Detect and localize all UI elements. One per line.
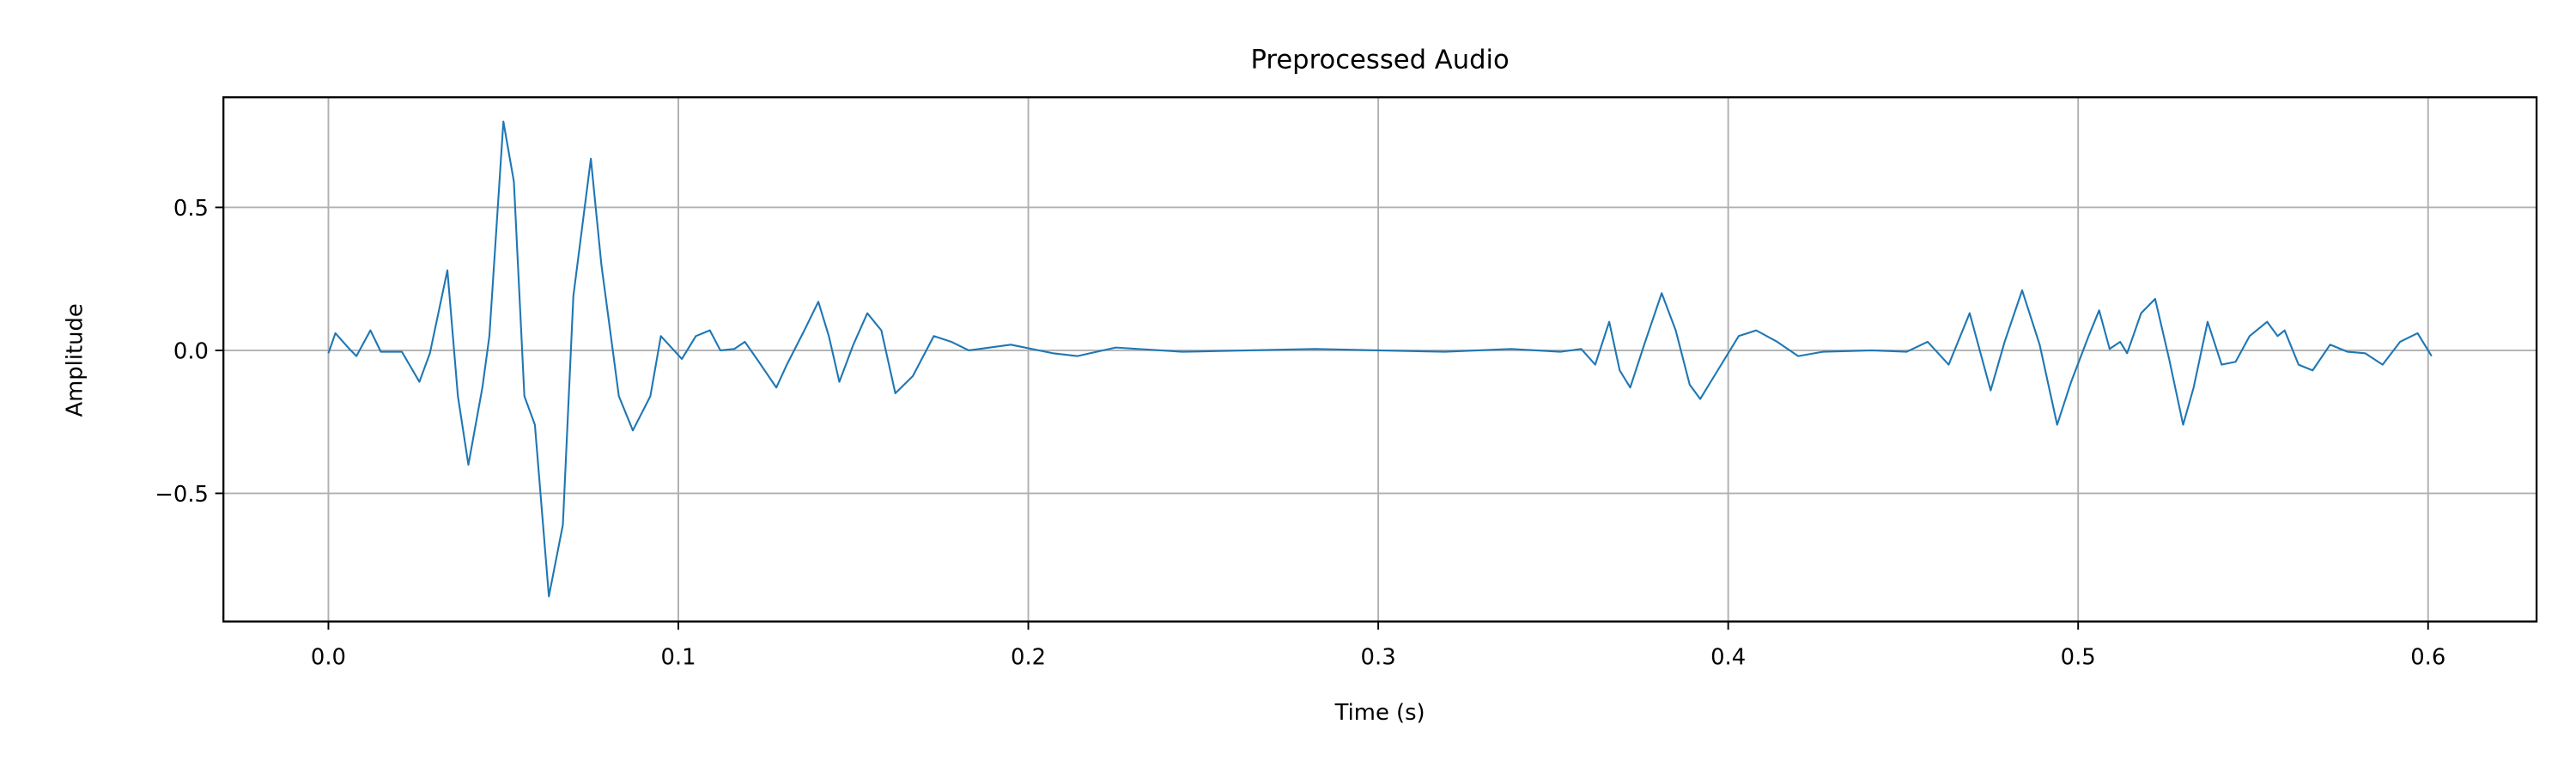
y-axis-label: Amplitude [63, 303, 88, 417]
x-tick-label: 0.3 [1361, 644, 1396, 670]
x-tick-label: 0.0 [311, 644, 346, 670]
x-axis-label: Time (s) [1334, 700, 1425, 726]
plot-area: 0.0 0.1 0.2 0.3 0.4 0.5 0.6 −0.5 0.0 0.5 [155, 96, 2538, 670]
x-tick-label: 0.2 [1011, 644, 1046, 670]
chart-title: Preprocessed Audio [1251, 46, 1510, 76]
waveform-line [327, 120, 2433, 598]
x-tick-label: 0.5 [2061, 644, 2096, 670]
x-tick-label: 0.4 [1710, 644, 1746, 670]
x-tick-label: 0.1 [660, 644, 696, 670]
y-tick-label: 0.0 [173, 339, 209, 365]
y-tick-label: 0.5 [173, 196, 209, 222]
x-tick-label: 0.6 [2410, 644, 2445, 670]
y-tick-label: −0.5 [155, 482, 209, 508]
axes-frame [222, 96, 2538, 623]
